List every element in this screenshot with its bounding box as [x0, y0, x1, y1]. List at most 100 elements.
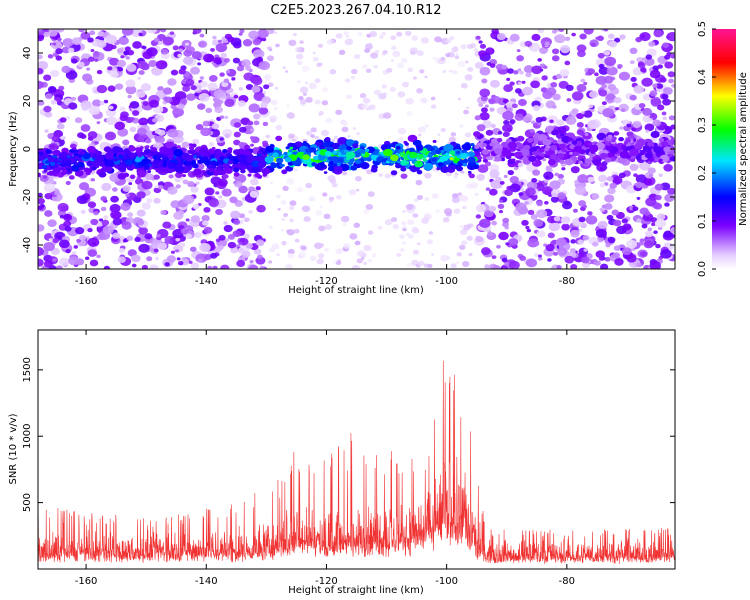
- heatmap-cell: [542, 158, 547, 162]
- heatmap-cell: [136, 191, 146, 199]
- heatmap-cell: [613, 131, 620, 136]
- heatmap-cell: [249, 190, 259, 198]
- heatmap-cell: [180, 98, 188, 104]
- heatmap-cell: [248, 264, 259, 269]
- heatmap-cell: [303, 216, 311, 222]
- heatmap-cell: [305, 148, 311, 153]
- snr-series-line: [38, 360, 675, 564]
- heatmap-cell: [485, 47, 495, 55]
- heatmap-cell: [163, 87, 173, 95]
- heatmap-cell: [603, 29, 609, 32]
- heatmap-cell: [141, 152, 146, 156]
- heatmap-cell: [209, 252, 218, 259]
- heatmap-cell: [302, 92, 307, 96]
- heatmap-cell: [574, 151, 581, 157]
- heatmap-cell: [415, 179, 423, 186]
- heatmap-cell: [498, 158, 502, 162]
- heatmap-cell: [557, 126, 567, 134]
- heatmap-cell: [653, 146, 663, 154]
- heatmap-cell: [407, 219, 415, 226]
- heatmap-cell: [38, 151, 44, 156]
- heatmap-cell: [502, 131, 510, 138]
- heatmap-cell: [229, 196, 238, 204]
- heatmap-cell: [502, 221, 509, 228]
- heatmap-cell: [606, 93, 615, 101]
- heatmap-cell: [96, 39, 107, 48]
- heatmap-cell: [154, 256, 159, 261]
- heatmap-cell: [567, 137, 573, 142]
- heatmap-cell: [68, 47, 75, 53]
- heatmap-cell: [396, 253, 402, 258]
- heatmap-cell: [401, 221, 407, 226]
- heatmap-cell: [197, 103, 206, 110]
- heatmap-cell: [217, 178, 228, 187]
- heatmap-cell: [261, 167, 271, 175]
- heatmap-cell: [607, 83, 616, 91]
- heatmap-cell: [318, 110, 324, 115]
- heatmap-cell: [47, 170, 55, 176]
- heatmap-cell: [489, 188, 498, 196]
- heatmap-cell: [421, 217, 430, 224]
- heatmap-cell: [435, 149, 442, 155]
- heatmap-cell: [144, 173, 154, 181]
- heatmap-cell: [170, 104, 177, 110]
- heatmap-cell: [294, 141, 303, 148]
- heatmap-cell: [128, 105, 133, 109]
- heatmap-cell: [407, 67, 414, 73]
- heatmap-cell: [121, 221, 132, 230]
- heatmap-cell: [528, 147, 535, 153]
- x-tick-label: -160: [75, 276, 98, 287]
- heatmap-cell: [52, 42, 57, 46]
- heatmap-cell: [384, 219, 393, 226]
- heatmap-cell: [149, 264, 159, 269]
- heatmap-cell: [631, 127, 636, 132]
- heatmap-cell: [175, 249, 179, 253]
- heatmap-cell: [479, 43, 487, 49]
- y-tick-label: 40: [22, 47, 33, 60]
- heatmap-cell: [276, 194, 281, 199]
- heatmap-cell: [263, 84, 270, 90]
- x-tick-label: -80: [559, 276, 575, 287]
- heatmap-cell: [121, 161, 127, 166]
- heatmap-cell: [348, 189, 357, 196]
- heatmap-cell: [93, 210, 99, 216]
- heatmap-cell: [87, 56, 95, 62]
- heatmap-cell: [94, 58, 99, 62]
- heatmap-cell: [549, 144, 558, 151]
- heatmap-cell: [452, 70, 458, 75]
- heatmap-cell: [55, 265, 63, 269]
- heatmap-cell: [167, 162, 177, 169]
- heatmap-cell: [492, 265, 501, 269]
- heatmap-cell: [607, 236, 616, 244]
- heatmap-cell: [637, 61, 645, 67]
- heatmap-cell: [521, 80, 526, 84]
- heatmap-cell: [227, 234, 235, 240]
- heatmap-cell: [559, 69, 570, 77]
- heatmap-cell: [591, 193, 600, 200]
- heatmap-cell: [618, 71, 631, 81]
- heatmap-cell: [257, 254, 263, 260]
- heatmap-cell: [199, 76, 205, 80]
- heatmap-cell: [446, 38, 453, 44]
- heatmap-cell: [416, 195, 424, 200]
- heatmap-cell: [453, 208, 461, 214]
- heatmap-cell: [178, 68, 186, 75]
- heatmap-cell: [190, 186, 199, 193]
- heatmap-cell: [481, 78, 488, 84]
- heatmap-cell: [531, 65, 543, 75]
- heatmap-cell: [440, 166, 450, 173]
- heatmap-cell: [500, 157, 506, 162]
- heatmap-cell: [172, 107, 184, 117]
- heatmap-cell: [455, 261, 460, 265]
- heatmap-cell: [597, 52, 605, 59]
- heatmap-cell: [68, 175, 75, 180]
- heatmap-cell: [38, 155, 43, 162]
- heatmap-cell: [213, 171, 220, 176]
- heatmap-cell: [405, 232, 411, 236]
- heatmap-cell: [157, 184, 164, 190]
- heatmap-cell: [265, 134, 270, 139]
- heatmap-cell: [667, 71, 675, 78]
- heatmap-cell: [51, 40, 63, 50]
- heatmap-cell: [650, 98, 662, 107]
- colorbar-gradient: [712, 29, 736, 269]
